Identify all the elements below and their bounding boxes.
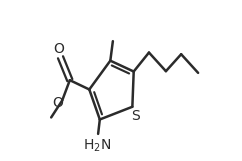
Text: O: O <box>53 42 64 56</box>
Text: S: S <box>131 109 140 123</box>
Text: O: O <box>53 95 63 109</box>
Text: H$_2$N: H$_2$N <box>83 137 111 154</box>
